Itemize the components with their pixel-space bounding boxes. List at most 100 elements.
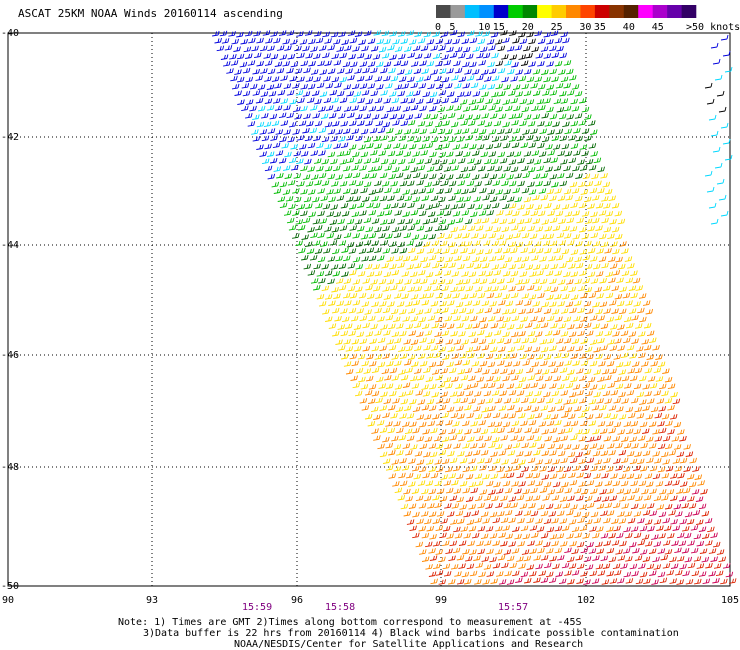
wind-barb: [609, 578, 618, 584]
wind-barb: [424, 330, 433, 336]
legend-swatch: [450, 5, 466, 18]
wind-barb: [408, 458, 416, 464]
gridlines: [8, 33, 730, 586]
wind-barb: [511, 481, 519, 487]
wind-barb: [280, 75, 288, 81]
wind-barb: [397, 31, 406, 37]
wind-barb: [501, 308, 510, 315]
wind-barb: [563, 105, 572, 112]
wind-barb: [416, 331, 424, 338]
wind-barb: [447, 91, 455, 97]
wind-barb: [390, 75, 399, 82]
wind-barb: [596, 503, 605, 509]
wind-barb: [357, 353, 366, 360]
wind-barb: [694, 474, 703, 480]
wind-barb: [383, 61, 392, 67]
wind-barb: [349, 97, 358, 104]
wind-barb: [392, 398, 400, 404]
wind-barb: [419, 128, 427, 135]
wind-barb: [488, 382, 496, 389]
wind-barb: [337, 218, 345, 225]
wind-barb: [643, 344, 652, 351]
wind-barb: [390, 412, 398, 419]
wind-barb: [343, 106, 352, 112]
wind-barb: [595, 202, 604, 209]
wind-barb: [500, 540, 508, 547]
wind-barb: [299, 39, 308, 45]
wind-barb: [322, 52, 330, 59]
wind-barb: [560, 285, 569, 292]
wind-barb: [537, 142, 545, 149]
wind-barb: [298, 120, 307, 127]
wind-barb: [541, 219, 550, 225]
wind-barb: [388, 323, 396, 330]
wind-barb: [463, 196, 471, 202]
wind-barb: [416, 158, 424, 165]
wind-barb: [349, 120, 357, 127]
wind-barb: [463, 511, 471, 518]
x-tick-label: 99: [435, 595, 447, 606]
wind-barb: [356, 308, 364, 314]
wind-barb: [231, 38, 239, 45]
wind-barb: [589, 339, 598, 345]
wind-barb: [358, 248, 367, 254]
wind-barb: [348, 330, 356, 337]
wind-barb: [412, 299, 421, 306]
wind-barb: [529, 525, 538, 531]
wind-barb: [458, 435, 466, 442]
wind-barb: [484, 158, 492, 165]
wind-barb: [467, 352, 475, 359]
wind-barb: [593, 517, 602, 524]
wind-barb: [570, 120, 579, 127]
wind-barb: [290, 143, 298, 150]
wind-barb: [260, 45, 268, 52]
wind-barb: [546, 420, 555, 427]
wind-barb: [571, 84, 580, 90]
wind-barb: [543, 157, 551, 164]
wind-barb: [588, 164, 597, 171]
wind-barb: [555, 254, 564, 261]
wind-barb: [544, 435, 552, 442]
wind-barb: [388, 404, 396, 411]
legend-tick-label: 45: [652, 22, 664, 33]
wind-barb: [603, 540, 611, 546]
wind-barb: [358, 376, 366, 383]
wind-barb: [428, 233, 436, 240]
wind-barb: [511, 225, 519, 231]
wind-barb: [495, 83, 503, 90]
wind-barb: [418, 143, 426, 150]
wind-barb: [571, 105, 580, 112]
wind-barb: [614, 314, 623, 321]
wind-barb: [620, 457, 629, 464]
wind-barb: [623, 526, 631, 533]
wind-barb: [630, 420, 639, 427]
wind-barb: [630, 397, 639, 404]
wind-barb: [429, 279, 438, 285]
wind-barb: [537, 443, 545, 449]
wind-barb: [521, 337, 530, 344]
wind-barb: [489, 173, 498, 180]
wind-barb: [526, 435, 535, 441]
y-tick-label: -40: [1, 28, 19, 39]
wind-barb: [336, 90, 345, 97]
wind-barb: [714, 74, 723, 81]
wind-barb: [680, 481, 688, 487]
wind-barb: [534, 412, 543, 419]
wind-barb: [705, 540, 713, 546]
wind-barb: [400, 374, 409, 381]
wind-barb: [416, 98, 424, 105]
wind-barb: [413, 68, 422, 74]
wind-barb: [479, 360, 488, 367]
legend-swatch: [638, 5, 653, 18]
wind-barb: [691, 488, 700, 495]
wind-barb: [405, 114, 414, 120]
wind-barb: [497, 510, 505, 517]
wind-barb: [380, 324, 388, 330]
wind-barb: [518, 481, 526, 487]
wind-barb: [617, 324, 625, 330]
wind-barb: [277, 196, 286, 202]
wind-barb: [445, 233, 453, 240]
wind-barb: [575, 323, 584, 329]
wind-barb: [581, 511, 590, 518]
wind-barb: [472, 278, 481, 284]
